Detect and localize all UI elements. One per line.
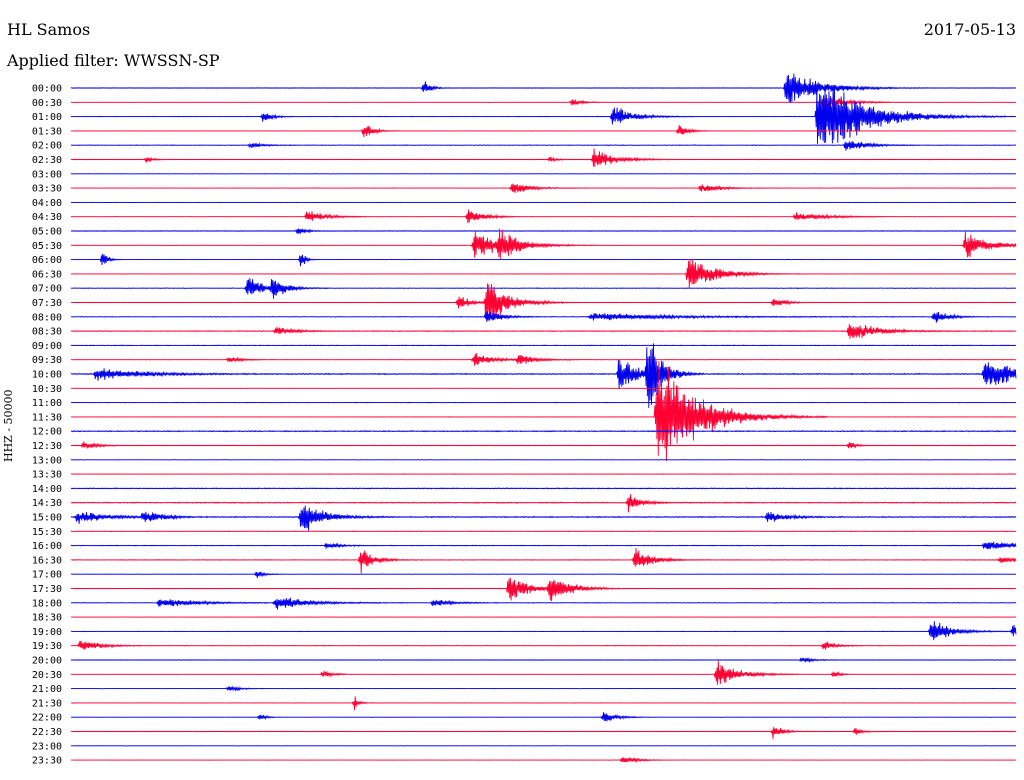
time-tick-label: 19:00 <box>32 627 62 638</box>
time-tick-label: 21:00 <box>32 684 62 695</box>
time-tick-label: 01:00 <box>32 112 62 123</box>
seismogram-trace <box>70 430 1017 433</box>
time-tick-label: 14:30 <box>32 498 62 509</box>
seismogram-trace <box>70 141 1017 151</box>
time-tick-label: 22:30 <box>32 727 62 738</box>
time-tick-label: 14:00 <box>32 484 62 495</box>
seismogram-trace <box>70 657 1017 664</box>
seismogram-trace <box>70 258 1017 288</box>
time-tick-label: 05:00 <box>32 227 62 238</box>
time-tick-label: 04:30 <box>32 212 62 223</box>
seismogram-trace <box>70 96 1017 110</box>
time-tick-label: 06:00 <box>32 255 62 266</box>
seismogram-trace <box>70 597 1017 610</box>
seismogram-trace <box>70 696 1017 711</box>
time-tick-label: 07:30 <box>32 298 62 309</box>
time-tick-label: 02:00 <box>32 141 62 152</box>
time-tick-label: 19:30 <box>32 641 62 652</box>
time-tick-label: 04:00 <box>32 198 62 209</box>
seismogram-trace <box>70 548 1017 574</box>
time-tick-label: 09:00 <box>32 341 62 352</box>
seismogram-trace <box>70 494 1017 513</box>
time-tick-label: 18:30 <box>32 613 62 624</box>
seismogram-trace <box>70 571 1017 578</box>
time-tick-label: 16:30 <box>32 555 62 566</box>
seismogram-trace <box>70 727 1017 739</box>
seismogram-trace <box>70 343 1017 408</box>
time-tick-label: 17:00 <box>32 570 62 581</box>
time-tick-label: 07:00 <box>32 284 62 295</box>
time-tick-label: 02:30 <box>32 155 62 166</box>
seismogram-trace <box>70 621 1017 641</box>
time-tick-label: 10:00 <box>32 370 62 381</box>
seismogram-trace <box>70 361 1017 462</box>
seismogram-trace <box>70 253 1017 267</box>
seismogram-trace <box>70 712 1017 722</box>
time-tick-label: 15:00 <box>32 513 62 524</box>
seismogram-trace <box>70 84 1017 144</box>
seismogram-trace <box>70 487 1017 490</box>
seismogram-trace <box>70 577 1017 602</box>
time-tick-label: 05:30 <box>32 241 62 252</box>
tick-label-group: 00:00 00:30 01:00 01:30 02:00 02:30 03:00 03:30… <box>32 84 62 767</box>
time-tick-label: 18:00 <box>32 598 62 609</box>
seismogram-trace <box>70 441 1017 449</box>
time-tick-label: 09:30 <box>32 355 62 366</box>
seismogram-trace <box>70 530 1017 533</box>
seismogram-trace <box>70 148 1017 167</box>
seismogram-trace <box>70 640 1017 650</box>
seismogram-trace <box>70 344 1017 347</box>
time-tick-label: 20:00 <box>32 656 62 667</box>
time-tick-label: 15:30 <box>32 527 62 538</box>
time-tick-label: 11:30 <box>32 412 62 423</box>
seismogram-trace <box>70 209 1017 224</box>
seismogram-trace <box>70 125 1017 138</box>
station-title: HL Samos <box>7 20 91 39</box>
time-tick-label: 22:00 <box>32 713 62 724</box>
time-tick-label: 11:00 <box>32 398 62 409</box>
seismogram-trace <box>70 228 1017 260</box>
time-tick-label: 00:00 <box>32 84 62 95</box>
time-tick-label: 12:30 <box>32 441 62 452</box>
trace-group <box>70 73 1017 764</box>
seismogram-trace <box>70 324 1017 339</box>
seismogram-trace <box>70 660 1017 685</box>
seismogram-trace <box>70 73 1017 104</box>
time-tick-label: 03:30 <box>32 184 62 195</box>
filter-label: Applied filter: WWSSN-SP <box>7 51 220 70</box>
time-tick-label: 16:00 <box>32 541 62 552</box>
seismogram-trace <box>70 685 1017 692</box>
time-tick-label: 03:00 <box>32 169 62 180</box>
seismogram-trace <box>70 278 1017 299</box>
time-tick-label: 12:00 <box>32 427 62 438</box>
time-tick-label: 00:30 <box>32 98 62 109</box>
seismogram-trace <box>70 283 1017 321</box>
time-tick-label: 23:00 <box>32 741 62 752</box>
time-tick-label: 13:00 <box>32 455 62 466</box>
seismogram-trace <box>70 505 1017 531</box>
time-tick-label: 20:30 <box>32 670 62 681</box>
time-tick-label: 08:30 <box>32 327 62 338</box>
seismogram-trace <box>70 311 1017 323</box>
time-tick-label: 01:30 <box>32 126 62 137</box>
time-tick-label: 21:30 <box>32 698 62 709</box>
seismogram-trace <box>70 183 1017 193</box>
seismogram-trace <box>70 352 1017 366</box>
time-tick-label: 08:00 <box>32 312 62 323</box>
time-tick-label: 23:30 <box>32 756 62 767</box>
seismogram-trace <box>70 228 1017 234</box>
seismogram-trace <box>70 757 1017 764</box>
time-tick-label: 13:30 <box>32 470 62 481</box>
date-label: 2017-05-13 <box>923 20 1016 39</box>
time-tick-label: 10:30 <box>32 384 62 395</box>
time-tick-label: 06:30 <box>32 269 62 280</box>
seismogram-trace <box>70 541 1017 550</box>
time-tick-label: 17:30 <box>32 584 62 595</box>
